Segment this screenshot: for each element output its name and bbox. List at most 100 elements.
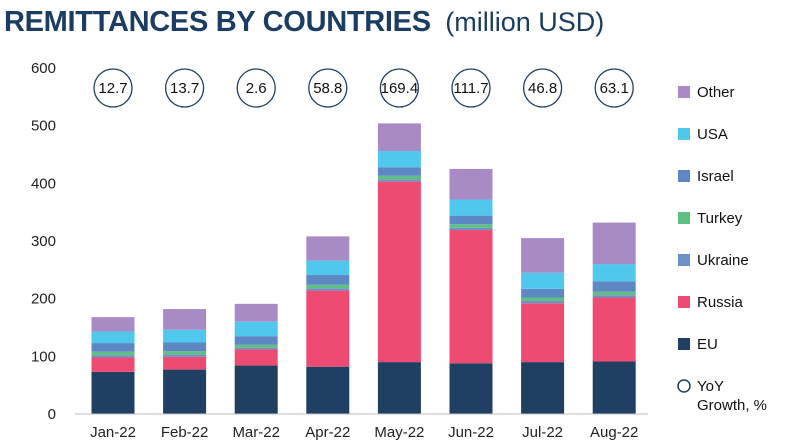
y-axis: 0 100 200 300 400 500 600 (31, 60, 56, 423)
y-tick-label: 0 (48, 406, 56, 423)
yoy-growth-value: 46.8 (528, 80, 557, 97)
bar-segment (306, 260, 350, 276)
legend-swatch (678, 338, 690, 350)
bar-segment (377, 179, 421, 182)
y-tick-label: 200 (31, 291, 56, 308)
bar-segment (521, 362, 565, 414)
yoy-growth-circle (236, 68, 276, 108)
bar-segment (521, 238, 565, 273)
bar-segment (163, 369, 207, 414)
bar-segment (163, 351, 207, 355)
bar-segment (91, 371, 135, 414)
bar-segment (234, 347, 278, 350)
bar-segment (592, 264, 636, 282)
x-tick-label: Jun-22 (448, 424, 494, 441)
x-tick-label: Feb-22 (161, 424, 209, 441)
yoy-growth-value: 13.7 (170, 80, 199, 97)
legend-label: Growth, % (697, 397, 767, 414)
yoy-growth-value: 169.4 (381, 80, 419, 97)
yoy-growth-circle (308, 68, 348, 108)
bar-segment (91, 331, 135, 344)
legend-yoy-marker (677, 379, 691, 393)
legend-label: Ukraine (697, 252, 749, 269)
bar-segment (521, 297, 565, 301)
yoy-growth-markers: 12.7 13.7 2.6 58.8 169.4 111.7 46.8 63.1 (93, 68, 634, 108)
yoy-growth-value: 2.6 (246, 80, 267, 97)
bar-segment (377, 181, 421, 363)
yoy-growth-value: 12.7 (98, 80, 127, 97)
bar-segment (449, 230, 493, 364)
legend-label: USA (697, 126, 728, 143)
legend-swatch (678, 296, 690, 308)
yoy-growth-circle (379, 68, 420, 108)
bar-segment (449, 224, 493, 228)
bar-segment (234, 321, 278, 337)
x-tick-label: Mar-22 (232, 424, 280, 441)
yoy-growth-circle (594, 68, 634, 108)
y-tick-label: 100 (31, 348, 56, 365)
bar-segment (234, 344, 278, 348)
bar-segment (449, 363, 493, 414)
bar-segment (163, 354, 207, 357)
bar-segment (377, 167, 421, 176)
bar-segment (234, 365, 278, 414)
bar-segment (234, 336, 278, 345)
bar-segment (521, 272, 565, 289)
yoy-growth-value: 63.1 (600, 80, 629, 97)
bar-segment (306, 236, 350, 261)
y-tick-label: 600 (31, 60, 56, 77)
bar-segment (592, 222, 636, 265)
chart-title-block: REMITTANCES BY COUNTRIES (million USD) (4, 6, 604, 39)
bar-segment (592, 281, 636, 292)
x-tick-label: Apr-22 (305, 424, 350, 441)
legend-label: EU (697, 336, 718, 353)
legend-label: Other (697, 84, 735, 101)
y-tick-label: 500 (31, 118, 56, 135)
legend-swatch (678, 86, 690, 98)
bar-segment (377, 175, 421, 180)
yoy-growth-value: 111.7 (453, 80, 488, 97)
legend-swatch (678, 170, 690, 182)
legend-label: Russia (697, 294, 744, 311)
bar-segment (163, 309, 207, 330)
bar-segment (91, 351, 135, 356)
legend-swatch (678, 254, 690, 266)
bar-segment (449, 199, 493, 216)
bar-segment (306, 275, 350, 285)
bar-segment (91, 317, 135, 332)
legend-label: Israel (697, 168, 734, 185)
legend-label: YoY (697, 378, 724, 395)
bar-segment (592, 295, 636, 298)
bar-segment (521, 288, 565, 298)
x-tick-label: May-22 (374, 424, 424, 441)
bar-segment (91, 355, 135, 358)
bar-segment (91, 357, 135, 372)
bar-segment (163, 329, 207, 343)
yoy-growth-value: 58.8 (313, 80, 342, 97)
x-tick-label: Aug-22 (590, 424, 638, 441)
yoy-growth-circle (93, 68, 133, 108)
bar-segment (592, 291, 636, 296)
legend-label: Turkey (697, 210, 743, 227)
x-tick-label: Jan-22 (90, 424, 136, 441)
bar-segment (306, 284, 350, 289)
yoy-growth-circle (164, 68, 205, 108)
bar-segment (521, 300, 565, 304)
bar-segment (234, 349, 278, 366)
bar-segment (306, 366, 350, 414)
legend-swatch (678, 212, 690, 224)
chart-subtitle: (million USD) (445, 7, 605, 37)
bar-segment (592, 361, 636, 414)
y-tick-label: 300 (31, 233, 56, 250)
bar-segment (163, 356, 207, 370)
bar-segment (449, 227, 493, 231)
bar-segment (592, 297, 636, 362)
bar-segment (234, 303, 278, 322)
bar-segment (377, 151, 421, 168)
bar-segment (163, 342, 207, 352)
bar-segment (306, 290, 350, 367)
bar-segment (377, 362, 421, 414)
bar-segment (91, 343, 135, 352)
y-tick-label: 400 (31, 175, 56, 192)
